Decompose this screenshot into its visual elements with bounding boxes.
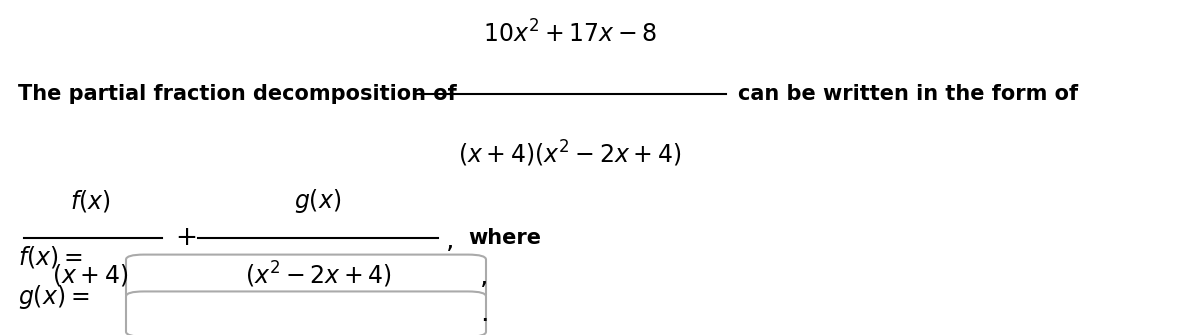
Text: The partial fraction decomposition of: The partial fraction decomposition of [18,84,457,104]
Text: $(x + 4)$: $(x + 4)$ [52,262,128,288]
FancyBboxPatch shape [126,255,486,300]
Text: $10x^2 + 17x - 8$: $10x^2 + 17x - 8$ [484,20,656,47]
Text: $(x^2 - 2x + 4)$: $(x^2 - 2x + 4)$ [245,260,391,290]
Text: where: where [468,228,541,248]
Text: ,: , [446,228,455,254]
Text: $f(x)$: $f(x)$ [70,188,110,214]
Text: can be written in the form of: can be written in the form of [738,84,1078,104]
Text: $+$: $+$ [175,225,197,251]
Text: $g(x)$: $g(x)$ [294,187,342,215]
Text: $(x + 4)(x^2 - 2x + 4)$: $(x + 4)(x^2 - 2x + 4)$ [458,139,682,169]
Text: $g(x) =$: $g(x) =$ [18,283,89,311]
Text: ,: , [480,264,488,290]
Text: .: . [480,301,488,327]
Text: $f(x) =$: $f(x) =$ [18,244,83,270]
FancyBboxPatch shape [126,291,486,335]
